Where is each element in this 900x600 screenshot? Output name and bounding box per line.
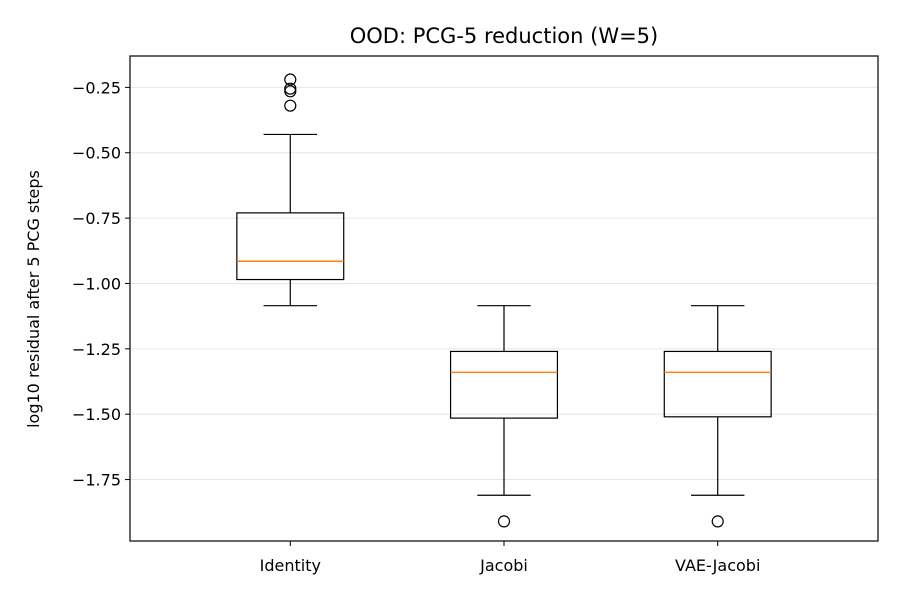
outlier-point	[711, 515, 724, 528]
outlier-point	[497, 515, 511, 528]
x-tick-label: Jacobi	[479, 556, 528, 575]
y-tick-label: −1.50	[72, 405, 121, 424]
x-tick-label: Identity	[260, 556, 321, 575]
y-tick-label: −0.25	[72, 78, 121, 97]
iqr-box	[236, 212, 345, 281]
iqr-box	[449, 350, 559, 419]
x-tick-label: VAE-Jacobi	[675, 556, 760, 575]
outlier-point	[284, 85, 297, 98]
box-identity	[236, 73, 345, 307]
x-axis: Identity Jacobi VAE-Jacobi	[260, 541, 760, 575]
y-tick-label: −0.75	[72, 209, 121, 228]
outlier-point	[284, 99, 297, 112]
box-vae-jacobi	[663, 305, 772, 528]
y-tick-label: −1.75	[72, 471, 121, 490]
iqr-box	[663, 350, 772, 418]
y-axis-label: log10 residual after 5 PCG steps	[24, 170, 43, 428]
box-plots	[236, 73, 772, 528]
y-tick-label: −0.50	[72, 144, 121, 163]
y-tick-label: −1.00	[72, 274, 121, 293]
chart-title: OOD: PCG-5 reduction (W=5)	[350, 24, 658, 48]
y-tick-label: −1.25	[72, 340, 121, 359]
y-axis: −0.25 −0.50 −0.75 −1.00 −1.25 −1.50 −1.75	[72, 78, 130, 490]
box-jacobi	[449, 305, 559, 528]
outlier-point	[284, 73, 297, 86]
